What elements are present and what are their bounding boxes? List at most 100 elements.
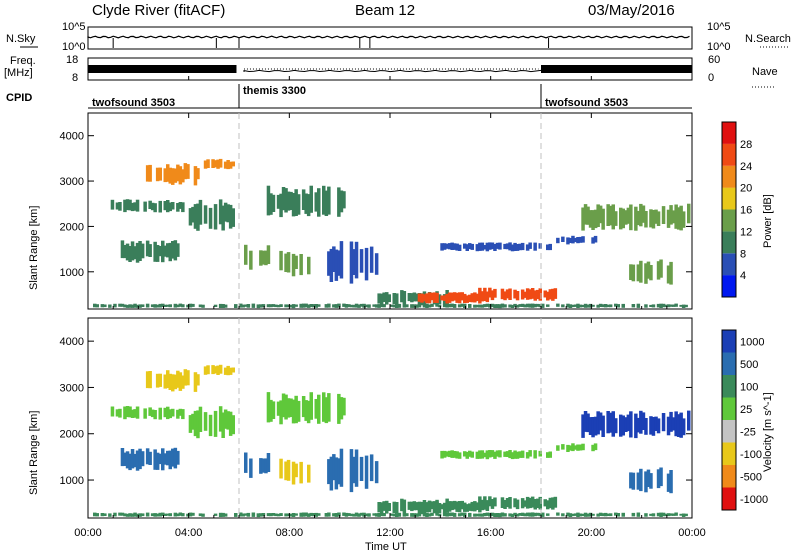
heatmap-cell: [415, 304, 419, 308]
heatmap-cell: [125, 243, 130, 261]
heatmap-cell: [231, 415, 235, 435]
heatmap-cell: [556, 303, 560, 307]
heatmap-cell: [485, 500, 490, 509]
heatmap-cell: [223, 202, 228, 222]
heatmap-cell: [536, 303, 540, 307]
heatmap-cell: [176, 304, 180, 308]
heatmap-cell: [503, 513, 507, 517]
heatmap-cell: [679, 205, 683, 231]
heatmap-cell: [651, 417, 656, 436]
heatmap-cell: [279, 250, 283, 271]
heatmap-cell: [475, 451, 480, 459]
heatmap-cell: [158, 453, 162, 465]
heatmap-cell: [530, 303, 535, 308]
heatmap-cell: [518, 243, 522, 251]
heatmap-cell: [513, 512, 517, 516]
heatmap-cell: [327, 251, 331, 276]
heatmap-cell: [445, 243, 449, 249]
heatmap-cell: [145, 303, 150, 308]
heatmap-cell: [150, 409, 155, 418]
heatmap-cell: [239, 303, 243, 308]
heatmap-cell: [337, 458, 341, 485]
heatmap-cell: [153, 241, 157, 262]
heatmap-cell: [636, 303, 641, 308]
heatmap-cell: [591, 417, 595, 438]
y-tick-label: 3000: [60, 176, 84, 188]
heatmap-cell: [427, 501, 432, 513]
heatmap-cell: [120, 448, 125, 467]
velocity-cb-tick: -25: [740, 426, 756, 438]
heatmap-cell: [515, 499, 520, 510]
heatmap-cell: [520, 303, 525, 307]
heatmap-cell: [568, 237, 573, 243]
power-cb-tick: 20: [740, 183, 752, 195]
heatmap-cell: [148, 244, 152, 257]
heatmap-cell: [374, 461, 379, 484]
heatmap-cell: [221, 412, 225, 438]
heatmap-cell: [556, 237, 560, 244]
heatmap-cell: [568, 304, 573, 308]
heatmap-cell: [679, 304, 683, 307]
heatmap-cell: [669, 470, 673, 494]
heatmap-cell: [286, 252, 291, 273]
heatmap-cell: [460, 512, 464, 516]
colorbar-swatch: [722, 275, 736, 297]
colorbar-swatch: [722, 122, 736, 144]
heatmap-cell: [178, 408, 183, 416]
heatmap-cell: [598, 205, 603, 224]
heatmap-cell: [176, 164, 180, 182]
heatmap-cell: [279, 400, 283, 425]
heatmap-cell: [251, 512, 256, 517]
heatmap-cell: [666, 304, 671, 308]
heatmap-cell: [120, 303, 125, 307]
heatmap-cell: [364, 455, 369, 489]
heatmap-cell: [515, 513, 520, 517]
x-tick-label: 16:00: [477, 527, 505, 539]
heatmap-cell: [158, 303, 162, 308]
heatmap-cell: [674, 204, 678, 229]
heatmap-cell: [276, 304, 281, 308]
heatmap-cell: [196, 410, 200, 439]
heatmap-cell: [352, 513, 356, 517]
heatmap-cell: [364, 304, 369, 308]
heatmap-cell: [483, 513, 487, 517]
heatmap-cell: [518, 304, 522, 307]
heatmap-cell: [427, 304, 432, 308]
heatmap-cell: [659, 467, 663, 487]
heatmap-cell: [566, 237, 570, 245]
heatmap-cell: [528, 450, 532, 457]
heatmap-cell: [284, 394, 288, 420]
heatmap-cell: [231, 208, 235, 227]
heatmap-cell: [158, 407, 162, 420]
heatmap-cell: [181, 409, 185, 420]
heatmap-cell: [687, 410, 691, 431]
heatmap-cell: [327, 459, 331, 485]
heatmap-cell: [188, 415, 193, 433]
heatmap-cell: [417, 293, 422, 302]
heatmap-cell: [576, 303, 580, 308]
heatmap-cell: [392, 293, 396, 305]
heatmap-cell: [181, 169, 185, 183]
heatmap-cell: [671, 417, 676, 431]
heatmap-cell: [178, 372, 183, 391]
heatmap-cell: [478, 496, 482, 511]
heatmap-cell: [603, 512, 608, 517]
heatmap-cell: [130, 304, 135, 308]
heatmap-cell: [659, 303, 663, 308]
heatmap-cell: [390, 304, 394, 307]
heatmap-cell: [583, 204, 588, 225]
power-cb-tick: 4: [740, 270, 746, 282]
heatmap-cell: [681, 418, 686, 436]
heatmap-cell: [463, 502, 467, 512]
heatmap-cell: [465, 244, 469, 251]
heatmap-cell: [525, 452, 530, 459]
heatmap-cell: [646, 469, 651, 487]
heatmap-cell: [437, 294, 442, 305]
heatmap-cell: [163, 374, 167, 389]
heatmap-cell: [525, 244, 530, 251]
heatmap-cell: [415, 293, 419, 302]
heatmap-cell: [528, 303, 532, 308]
heatmap-cell: [228, 204, 233, 229]
heatmap-cell: [301, 189, 306, 210]
colorbar-swatch: [722, 465, 736, 488]
